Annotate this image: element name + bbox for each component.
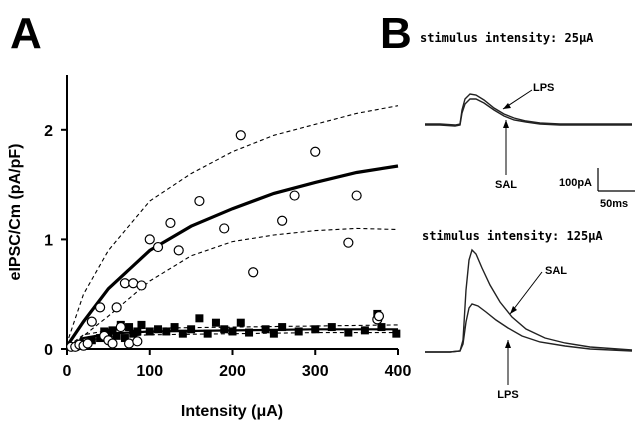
y-axis-label: eIPSC/Cm (pA/pF) — [7, 144, 24, 281]
data-point-square — [278, 323, 287, 332]
data-point-square — [112, 331, 121, 340]
data-point-circle — [351, 190, 362, 201]
data-point-circle — [165, 217, 176, 229]
data-point-circle — [289, 190, 300, 201]
scatter-chart: 0 100 200 300 400 0 1 2 — [44, 75, 411, 380]
bottom-trace-lps — [425, 303, 633, 353]
data-point-circle — [111, 302, 122, 313]
data-point-square — [125, 323, 134, 332]
data-point-square — [294, 327, 303, 336]
x-tick-label: 200 — [219, 363, 246, 380]
data-point-square — [211, 318, 220, 327]
top-arrow-2 — [503, 120, 509, 175]
x-tick-label: 0 — [63, 363, 72, 380]
data-point-square — [104, 328, 113, 337]
top-arrow-2-label: SAL — [495, 179, 517, 191]
ci-lower-line-1 — [68, 227, 399, 349]
data-point-circle — [128, 278, 139, 289]
panel-a-letter: A — [10, 9, 42, 58]
top-trace-lps — [425, 93, 632, 126]
data-point-square — [87, 336, 96, 345]
data-point-circle — [136, 280, 147, 291]
data-point-square — [108, 326, 117, 335]
data-point-circle — [343, 237, 354, 248]
data-point-square — [344, 328, 353, 337]
x-tick-label: 300 — [302, 363, 329, 380]
data-point-circle — [219, 223, 230, 234]
data-point-circle — [82, 338, 93, 349]
data-point-square — [377, 323, 386, 332]
bottom-arrow-1-label: SAL — [545, 265, 567, 277]
data-point-circle — [144, 234, 155, 245]
data-point-square — [137, 320, 146, 329]
data-point-square — [129, 329, 138, 338]
scale-bar — [597, 168, 635, 192]
data-point-square — [269, 329, 278, 338]
bottom-trace-sal — [425, 248, 633, 353]
data-point-circle — [310, 146, 321, 157]
data-point-square — [392, 329, 401, 338]
bottom-arrow-1 — [509, 271, 543, 315]
bottom-traces — [425, 248, 633, 353]
data-point-circle — [235, 130, 246, 141]
data-point-square — [195, 314, 204, 323]
data-point-square — [178, 329, 187, 338]
panel-b-letter: B — [380, 9, 412, 58]
data-point-square — [170, 323, 179, 332]
data-point-square — [203, 329, 212, 338]
x-tick-label: 400 — [385, 363, 412, 380]
x-tick-label: 100 — [136, 363, 163, 380]
top-arrow-1 — [502, 89, 533, 110]
data-point-square — [220, 325, 229, 334]
y-tick-label: 0 — [44, 342, 53, 359]
top-trace-sal — [425, 98, 632, 127]
scale-bar-amplitude-label: 100pA — [559, 177, 592, 189]
data-point-circle — [119, 278, 131, 289]
x-axis-label: Intensity (μA) — [181, 403, 283, 420]
data-point-circle — [107, 338, 118, 349]
top-traces — [425, 93, 632, 127]
data-point-square — [154, 325, 163, 334]
fit-line-1 — [67, 164, 399, 345]
data-point-circle — [132, 336, 143, 347]
data-point-circle — [115, 321, 126, 333]
data-point-square — [245, 328, 254, 337]
data-point-circle — [123, 338, 135, 349]
bottom-trace-title: stimulus intensity: 125μA — [422, 229, 603, 243]
bottom-arrow-2-label: LPS — [497, 389, 518, 401]
data-point-circle — [86, 316, 97, 327]
scale-bar-time-label: 50ms — [600, 198, 628, 210]
ci-upper-line-1 — [68, 105, 399, 339]
data-point-circle — [194, 195, 205, 207]
data-point-circle — [277, 215, 288, 226]
data-point-square — [327, 323, 336, 332]
top-trace-title: stimulus intensity: 25μA — [420, 31, 594, 45]
data-point-circle — [373, 311, 385, 322]
data-point-square — [187, 325, 196, 334]
bottom-arrow-2 — [505, 340, 511, 385]
data-point-square — [236, 318, 245, 327]
data-point-circle — [152, 241, 164, 253]
data-point-circle — [94, 302, 106, 313]
top-arrow-1-label: LPS — [533, 82, 554, 94]
data-point-circle — [248, 267, 259, 278]
y-tick-label: 2 — [44, 123, 53, 140]
fit-line-2 — [68, 328, 398, 348]
data-point-square — [120, 334, 129, 343]
data-point-circle — [173, 245, 184, 256]
y-tick-label: 1 — [44, 232, 53, 249]
